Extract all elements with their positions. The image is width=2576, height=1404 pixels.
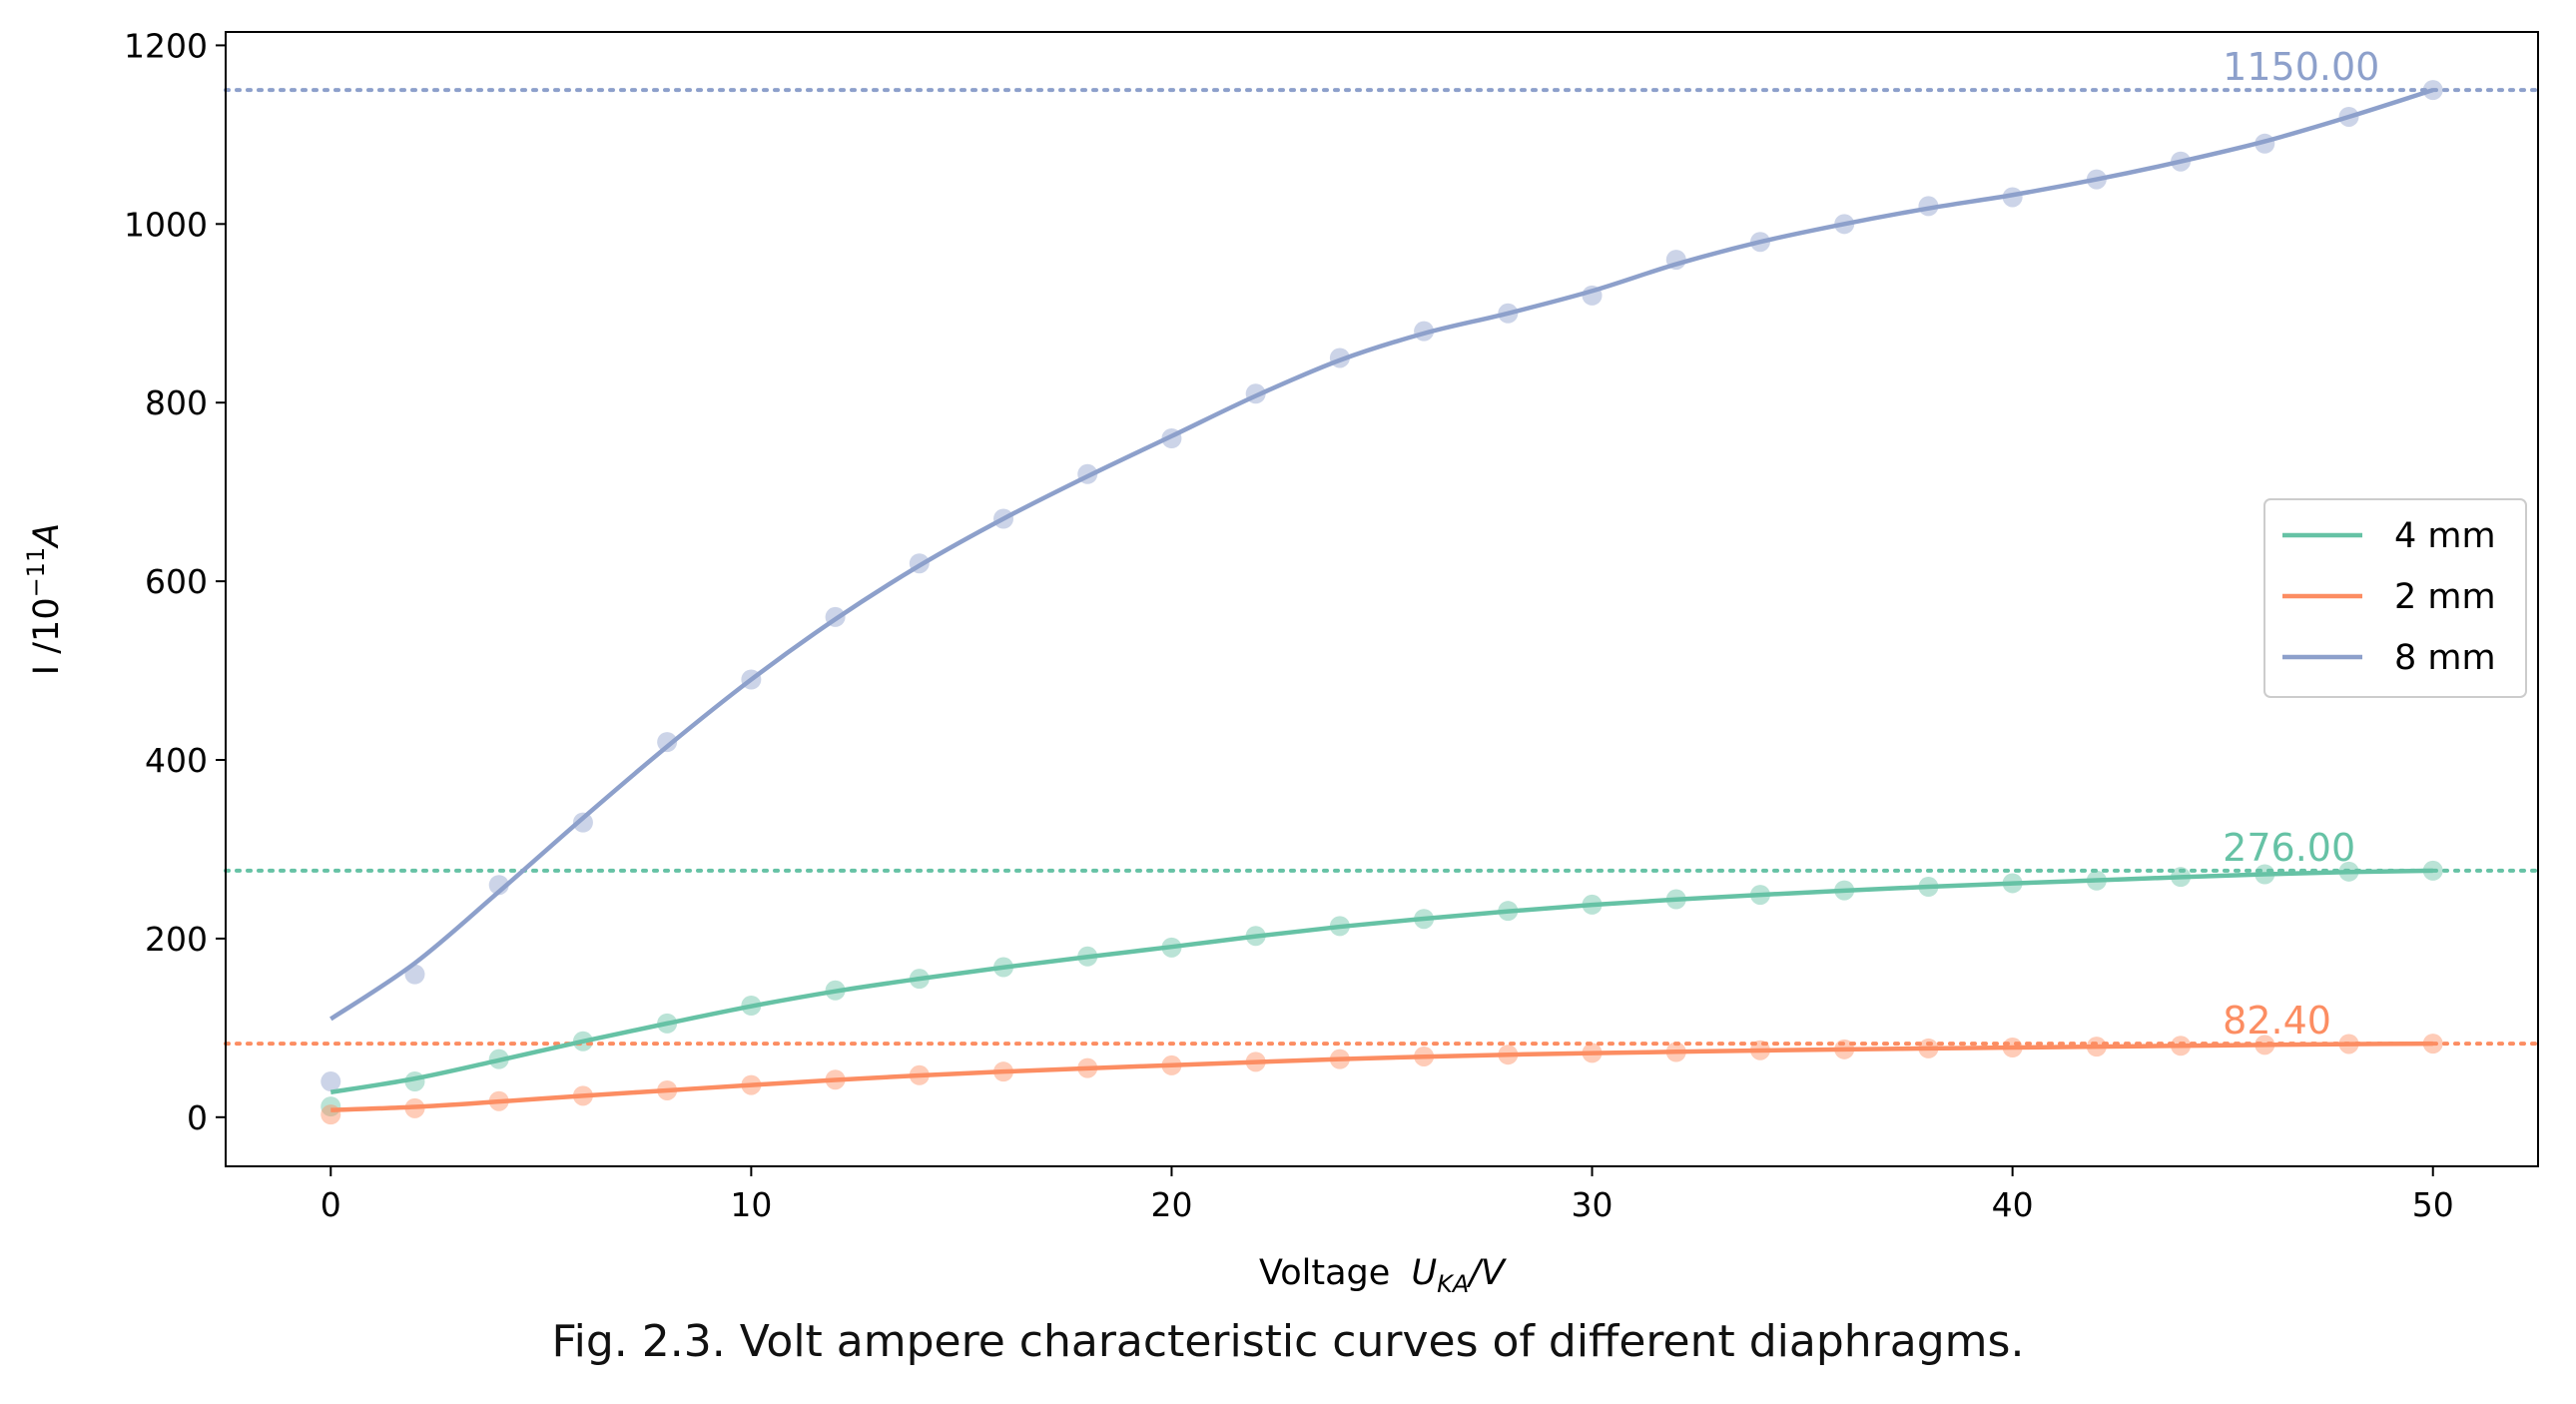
- x-axis-ticks: 0 10 20 30 40 50: [321, 1166, 2454, 1224]
- legend-label: 2 mm: [2394, 577, 2496, 617]
- legend-label: 4 mm: [2394, 516, 2496, 556]
- x-tick-label: 30: [1572, 1185, 1613, 1224]
- y-tick-label: 800: [145, 383, 208, 422]
- x-tick-label: 20: [1150, 1185, 1192, 1224]
- legend-label: 8 mm: [2394, 638, 2496, 678]
- series-line: [329, 87, 2434, 1022]
- fit-lines: [329, 87, 2434, 1112]
- y-tick-label: 200: [145, 920, 208, 959]
- x-tick-label: 50: [2412, 1185, 2454, 1224]
- y-axis-label-unit: A: [27, 523, 67, 549]
- y-axis-label: I /10−11A: [22, 523, 67, 675]
- data-point: [321, 1104, 341, 1125]
- y-axis-label-exp: −11: [22, 547, 50, 598]
- y-tick-label: 1000: [124, 205, 208, 244]
- y-axis-ticks: 0 200 400 600 800 1000 1200: [124, 26, 226, 1137]
- x-tick-label: 10: [730, 1185, 772, 1224]
- data-point: [321, 1071, 341, 1092]
- saturation-label: 82.40: [2223, 999, 2331, 1043]
- y-axis-label-text: I /10: [27, 597, 67, 675]
- saturation-annotations: 276.00 82.40 1150.00: [2223, 45, 2379, 1043]
- x-tick-label: 0: [321, 1185, 341, 1224]
- legend-box: [2263, 498, 2527, 698]
- saturation-label: 1150.00: [2223, 45, 2379, 89]
- y-tick-label: 600: [145, 562, 208, 601]
- x-axis-label: Voltage UKA/V: [1259, 1253, 1507, 1298]
- scatter-points: [321, 80, 2443, 1125]
- data-point: [657, 732, 678, 753]
- x-tick-label: 40: [1992, 1185, 2034, 1224]
- saturation-lines: [224, 88, 2540, 1047]
- plot-frame: [225, 31, 2539, 1167]
- series-line: [329, 868, 2433, 1094]
- figure-caption: Fig. 2.3. Volt ampere characteristic cur…: [551, 1316, 2025, 1367]
- series-line: [330, 1041, 2433, 1112]
- x-axis-label-sub: KA: [1437, 1270, 1469, 1298]
- y-tick-label: 400: [145, 741, 208, 780]
- y-tick-label: 1200: [124, 26, 208, 65]
- legend: 4 mm 2 mm 8 mm: [2263, 498, 2527, 698]
- x-axis-label-text: Voltage: [1259, 1253, 1390, 1293]
- y-tick-label: 0: [187, 1098, 208, 1137]
- x-axis-label-unit: /V: [1466, 1253, 1507, 1293]
- saturation-label: 276.00: [2223, 826, 2355, 870]
- data-point: [572, 812, 593, 833]
